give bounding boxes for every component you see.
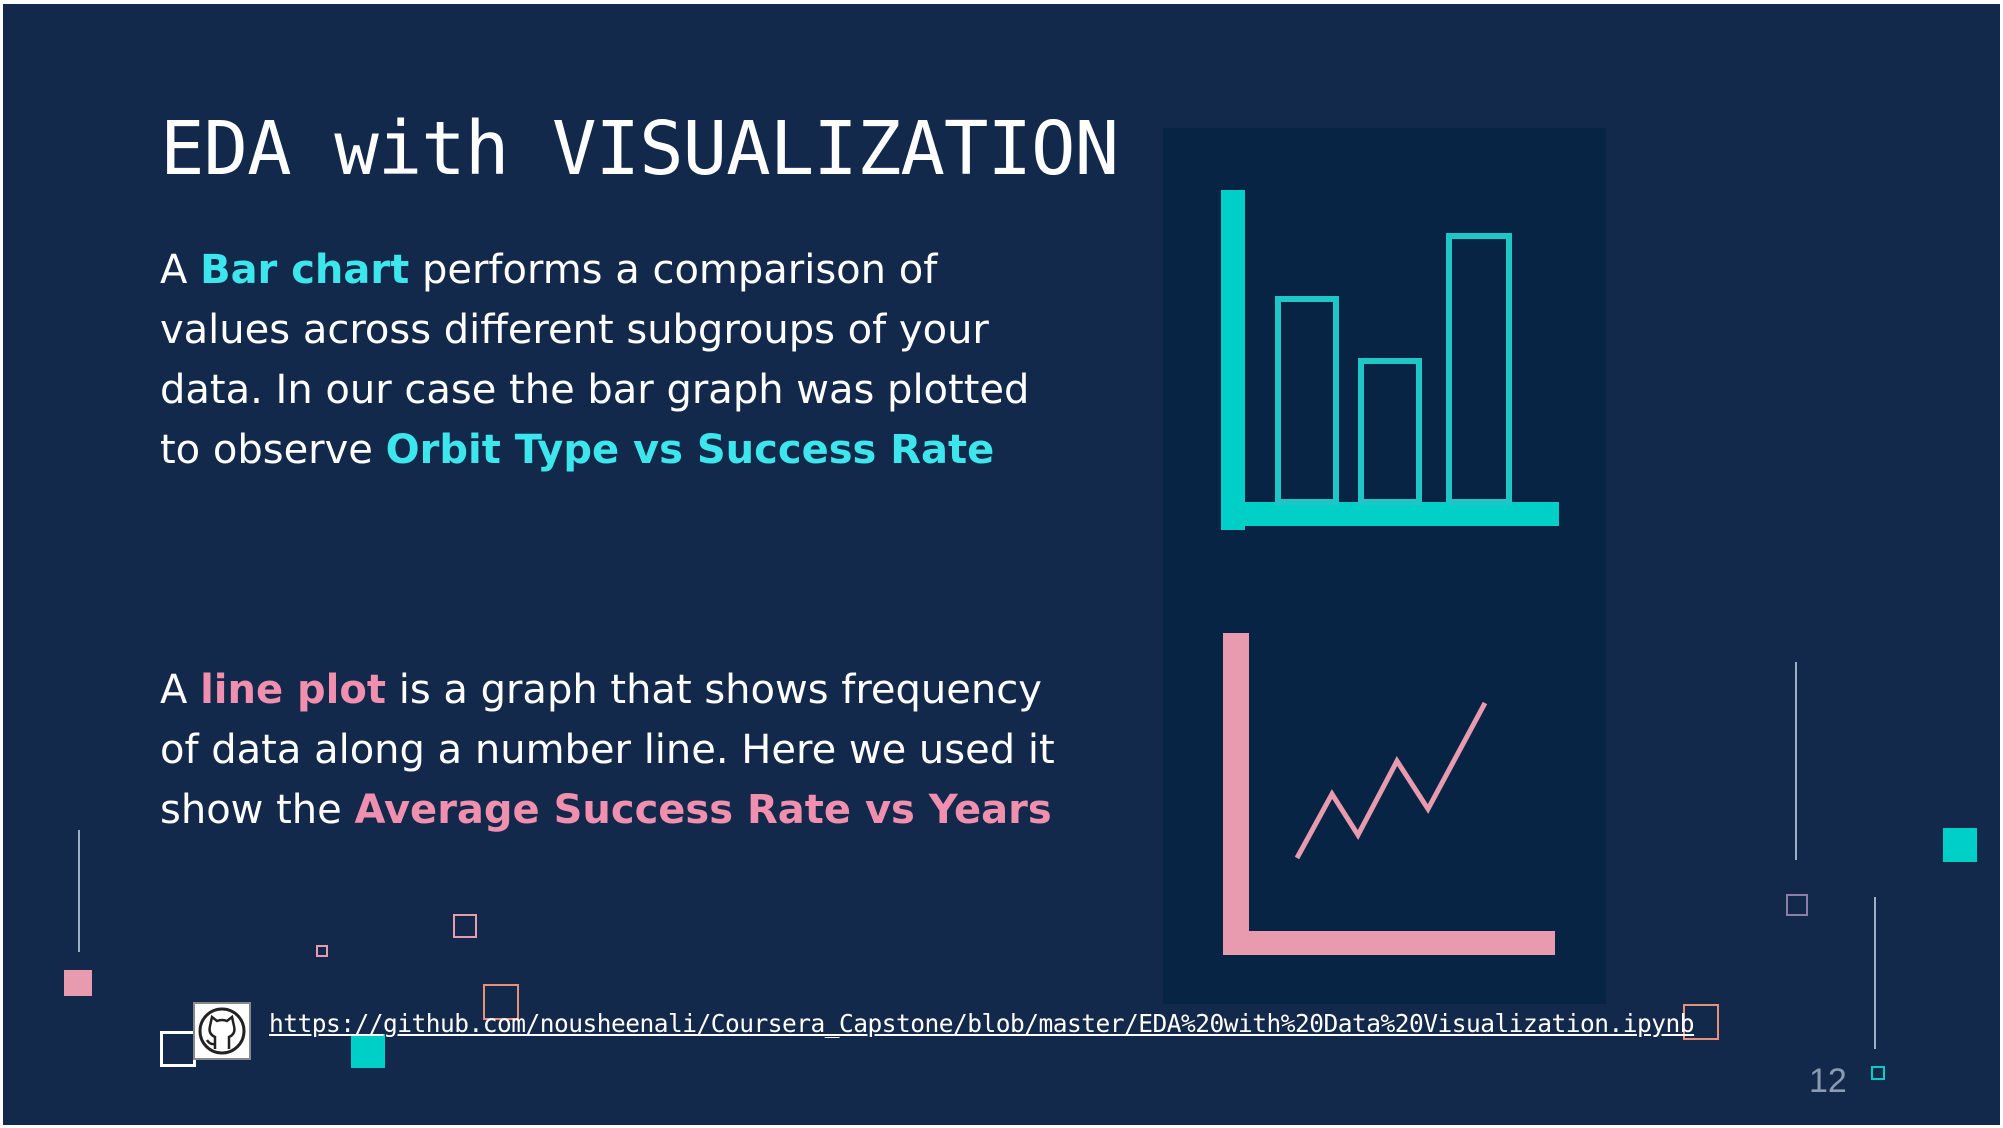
line-desc-body: is a graph that shows frequency of data …: [160, 667, 1055, 833]
bar-chart-description: A Bar chart performs a comparison of val…: [160, 240, 1060, 480]
deco-square: [1871, 1066, 1885, 1080]
github-notebook-link[interactable]: https://github.com/nousheenali/Coursera_…: [269, 1009, 1695, 1038]
line-desc-prefix: A: [160, 667, 201, 713]
deco-square: [64, 970, 92, 996]
deco-square: [351, 1034, 385, 1068]
bar-chart-icon: [1221, 190, 1559, 530]
line-plot-description: A line plot is a graph that shows freque…: [160, 660, 1080, 840]
slide-title: EDA with VISUALIZATION: [160, 106, 1119, 192]
deco-square: [453, 914, 477, 938]
bar-desc-body: performs a comparison of values across d…: [160, 247, 1030, 473]
deco-square: [483, 984, 519, 1020]
deco-square: [1786, 894, 1808, 916]
github-octocat-svg: [198, 1007, 246, 1055]
slide: EDA with VISUALIZATION A Bar chart perfo…: [3, 4, 2000, 1125]
bar-desc-prefix: A: [160, 247, 201, 293]
deco-square: [1943, 828, 1977, 862]
line-chart-icon: [1223, 633, 1555, 955]
orbit-type-highlight: Orbit Type vs Success Rate: [385, 427, 995, 473]
deco-line: [1795, 662, 1797, 860]
bar-chart-highlight: Bar chart: [200, 247, 410, 293]
deco-square: [316, 945, 328, 957]
success-years-highlight: Average Success Rate vs Years: [354, 787, 1052, 833]
deco-square: [1683, 1004, 1719, 1040]
chart-icons-svg: [1221, 190, 1559, 955]
deco-square: [160, 1031, 196, 1067]
chart-icons-panel: [1163, 128, 1606, 1004]
github-octocat-icon[interactable]: [193, 1002, 251, 1060]
page-number: 12: [1809, 1062, 1847, 1100]
deco-line: [78, 830, 80, 952]
line-plot-highlight: line plot: [200, 667, 386, 713]
deco-line: [1874, 897, 1876, 1049]
